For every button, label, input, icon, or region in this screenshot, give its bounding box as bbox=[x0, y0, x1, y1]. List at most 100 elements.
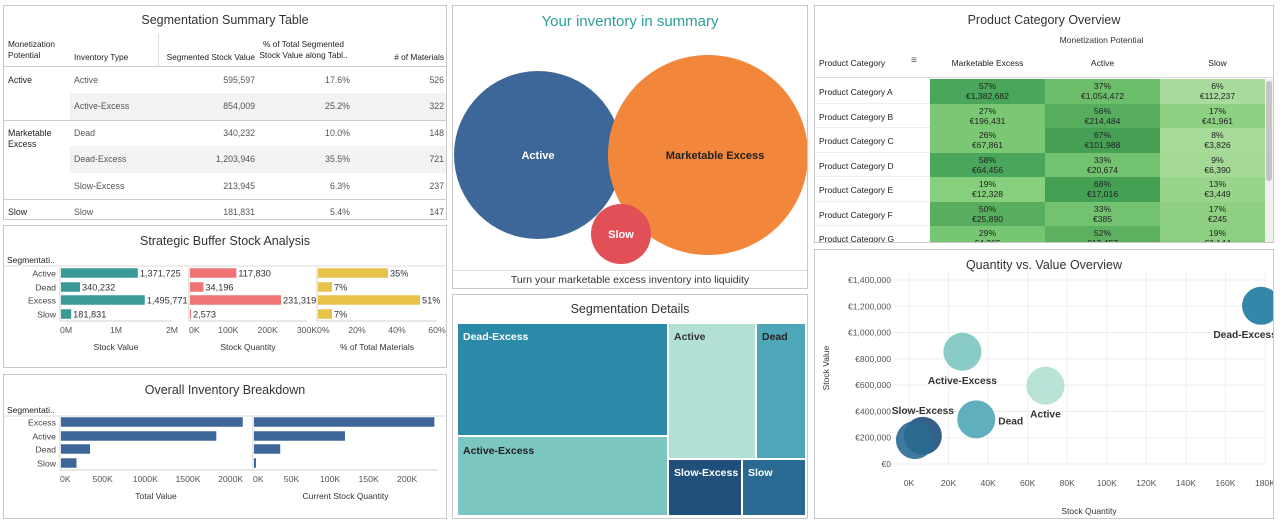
tick-label: 100K bbox=[218, 325, 238, 335]
quantity-value-panel: Quantity vs. Value Overview €0 €200,000 €4… bbox=[814, 249, 1274, 519]
heatmap-cell[interactable]: 27% €196,431 bbox=[930, 103, 1045, 128]
table-row[interactable]: Active 595,597 17.6% 526 bbox=[70, 67, 446, 93]
heatmap-cell[interactable]: 58% €64,456 bbox=[930, 152, 1045, 177]
heatmap-cell[interactable]: 68% €17,016 bbox=[1045, 177, 1160, 202]
heatmap-cell[interactable]: 29% €4,265 bbox=[930, 226, 1045, 242]
table-row[interactable]: Product Category F 50% €25,890 33% €385 17% €2… bbox=[815, 201, 1265, 226]
bar-dead[interactable] bbox=[254, 444, 281, 454]
heatmap-cell[interactable]: 19% €12,328 bbox=[930, 177, 1045, 202]
bar-active[interactable] bbox=[318, 268, 388, 278]
tick-label: 0K bbox=[253, 474, 264, 484]
column-header-inventory-type[interactable]: Inventory Type bbox=[74, 52, 129, 62]
category-label-slow: Slow bbox=[37, 459, 57, 469]
product-header-divider bbox=[815, 77, 1273, 78]
column-header-monetization-potential[interactable]: Monetization Potential bbox=[8, 39, 56, 60]
heatmap-cell[interactable]: 13% €3,449 bbox=[1160, 177, 1265, 202]
table-row[interactable]: Slow-Excess 213,945 6.3% 237 bbox=[70, 173, 446, 199]
table-row[interactable]: Dead 340,232 10.0% 148 bbox=[70, 120, 446, 146]
bar-excess[interactable] bbox=[190, 295, 281, 305]
scatter-point-dead-excess[interactable] bbox=[1242, 286, 1274, 325]
heatmap-cell[interactable]: 6% €112,237 bbox=[1160, 79, 1265, 104]
bar-slow[interactable] bbox=[254, 458, 257, 468]
bar-slow[interactable] bbox=[61, 458, 77, 468]
heatmap-cell[interactable]: 52% €13,457 bbox=[1045, 226, 1160, 242]
bubble-active[interactable] bbox=[454, 71, 622, 239]
heatmap-cell[interactable]: 33% €20,674 bbox=[1045, 152, 1160, 177]
table-row[interactable]: Active-Excess 854,009 25.2% 322 bbox=[70, 93, 446, 120]
strategic-buffer-title: Strategic Buffer Stock Analysis bbox=[140, 234, 310, 248]
bar-dead[interactable] bbox=[318, 282, 332, 292]
heatmap-cell[interactable]: 8% €3,826 bbox=[1160, 128, 1265, 153]
bar-active[interactable] bbox=[254, 431, 345, 441]
heatmap-cell[interactable]: 17% €245 bbox=[1160, 201, 1265, 226]
heatmap-cell[interactable]: 56% €214,484 bbox=[1045, 103, 1160, 128]
cell-value: €101,988 bbox=[1084, 140, 1121, 150]
bar-dead[interactable] bbox=[61, 282, 81, 292]
heatmap-cell[interactable]: 17% €41,961 bbox=[1160, 103, 1265, 128]
product-table-scrollbar[interactable] bbox=[1265, 79, 1273, 242]
cell-percent: 58% bbox=[978, 154, 997, 165]
treemap-tile-dead-excess[interactable]: Dead-Excess bbox=[457, 323, 668, 436]
table-row[interactable]: Slow 181,831 5.4% 147 bbox=[70, 199, 446, 219]
cell-percent: 13% bbox=[1208, 179, 1227, 189]
table-row[interactable]: Product Category C 26% €67,861 67% €101,988 8… bbox=[815, 128, 1265, 153]
category-label-excess: Excess bbox=[28, 418, 57, 428]
bar-excess[interactable] bbox=[318, 295, 420, 305]
bar-excess[interactable] bbox=[61, 295, 145, 305]
bar-active[interactable] bbox=[61, 431, 217, 441]
sort-icon[interactable]: ≡ bbox=[911, 55, 917, 66]
quantity-value-chart: €0 €200,000 €400,000 €600,000 €800,000 €1,000… bbox=[815, 250, 1274, 518]
product-table-scroll-thumb[interactable] bbox=[1266, 81, 1272, 181]
table-row[interactable]: Product Category D 58% €64,456 33% €20,674 9%… bbox=[815, 152, 1265, 177]
bar-excess[interactable] bbox=[61, 417, 243, 427]
product-category-subtitle: Monetization Potential bbox=[1059, 35, 1144, 45]
scatter-point-active[interactable] bbox=[1026, 366, 1065, 405]
bar-dead[interactable] bbox=[190, 282, 204, 292]
treemap-tile-slow-excess[interactable]: Slow-Excess bbox=[668, 459, 742, 516]
tick-label: 0% bbox=[317, 325, 330, 335]
cell-value: €20,674 bbox=[1086, 164, 1119, 175]
tick-label: 1000K bbox=[133, 474, 158, 484]
table-row[interactable]: Product Category G 29% €4,265 52% €13,457 19%… bbox=[815, 226, 1265, 242]
stock-quantity-bars: 117,830 34,196 231,319 2,573 0K 100K 200K 300K S… bbox=[188, 267, 317, 352]
table-row[interactable]: Product Category A 57% €1,382,682 37% €1,054… bbox=[815, 79, 1265, 104]
scatter-point-dead[interactable] bbox=[957, 400, 996, 439]
scatter-point-slow[interactable] bbox=[895, 421, 934, 460]
treemap-tile-dead[interactable]: Dead bbox=[756, 323, 806, 459]
bar-slow[interactable] bbox=[190, 309, 192, 319]
heatmap-cell[interactable]: 9% €6,390 bbox=[1160, 152, 1265, 177]
treemap-tile-active-excess[interactable]: Active-Excess bbox=[457, 436, 668, 516]
heatmap-cell[interactable]: 57% €1,382,682 bbox=[930, 79, 1045, 104]
table-row[interactable]: Product Category B 27% €196,431 56% €214,484… bbox=[815, 103, 1265, 128]
bar-active[interactable] bbox=[61, 268, 138, 278]
treemap-tile-slow[interactable]: Slow bbox=[742, 459, 806, 516]
heatmap-cell[interactable]: 67% €101,988 bbox=[1045, 128, 1160, 153]
bar-slow[interactable] bbox=[318, 309, 332, 319]
bubble-marketable-excess[interactable] bbox=[608, 55, 808, 255]
bar-active[interactable] bbox=[190, 268, 237, 278]
heatmap-cell[interactable]: 26% €67,861 bbox=[930, 128, 1045, 153]
bar-slow[interactable] bbox=[61, 309, 72, 319]
column-header-of-materials[interactable]: # of Materials bbox=[394, 52, 444, 62]
cell-percent: 19% bbox=[1208, 228, 1227, 238]
heatmap-cell[interactable]: 50% €25,890 bbox=[930, 201, 1045, 226]
row-divider bbox=[815, 127, 930, 128]
treemap-tile-active[interactable]: Active bbox=[668, 323, 756, 459]
table-row[interactable]: Product Category E 19% €12,328 68% €17,016 13… bbox=[815, 177, 1265, 202]
heatmap-cell[interactable]: 19% €2,144 bbox=[1160, 226, 1265, 242]
bar-dead[interactable] bbox=[61, 444, 91, 454]
column-header-of-total-segmented-stock-value[interactable]: % of Total Segmented Stock Value along T… bbox=[259, 39, 348, 60]
heatmap-cell[interactable]: 33% €385 bbox=[1045, 201, 1160, 226]
bubble-slow[interactable] bbox=[591, 204, 651, 264]
tick-label: 60% bbox=[428, 325, 446, 335]
group-label-active: Active bbox=[8, 75, 32, 85]
table-row[interactable]: Dead-Excess 1,203,946 35.5% 721 bbox=[70, 146, 446, 173]
column-header-segmented-stock-value[interactable]: Segmented Stock Value bbox=[166, 52, 255, 62]
column-header-slow[interactable]: Slow bbox=[1208, 58, 1227, 68]
bar-excess[interactable] bbox=[254, 417, 435, 427]
column-header-marketable-excess[interactable]: Marketable Excess bbox=[951, 58, 1024, 68]
heatmap-cell[interactable]: 37% €1,054,472 bbox=[1045, 79, 1160, 104]
scatter-point-active-excess[interactable] bbox=[943, 332, 982, 371]
cell-percent: 52% bbox=[1093, 228, 1112, 238]
column-header-active[interactable]: Active bbox=[1090, 58, 1115, 68]
